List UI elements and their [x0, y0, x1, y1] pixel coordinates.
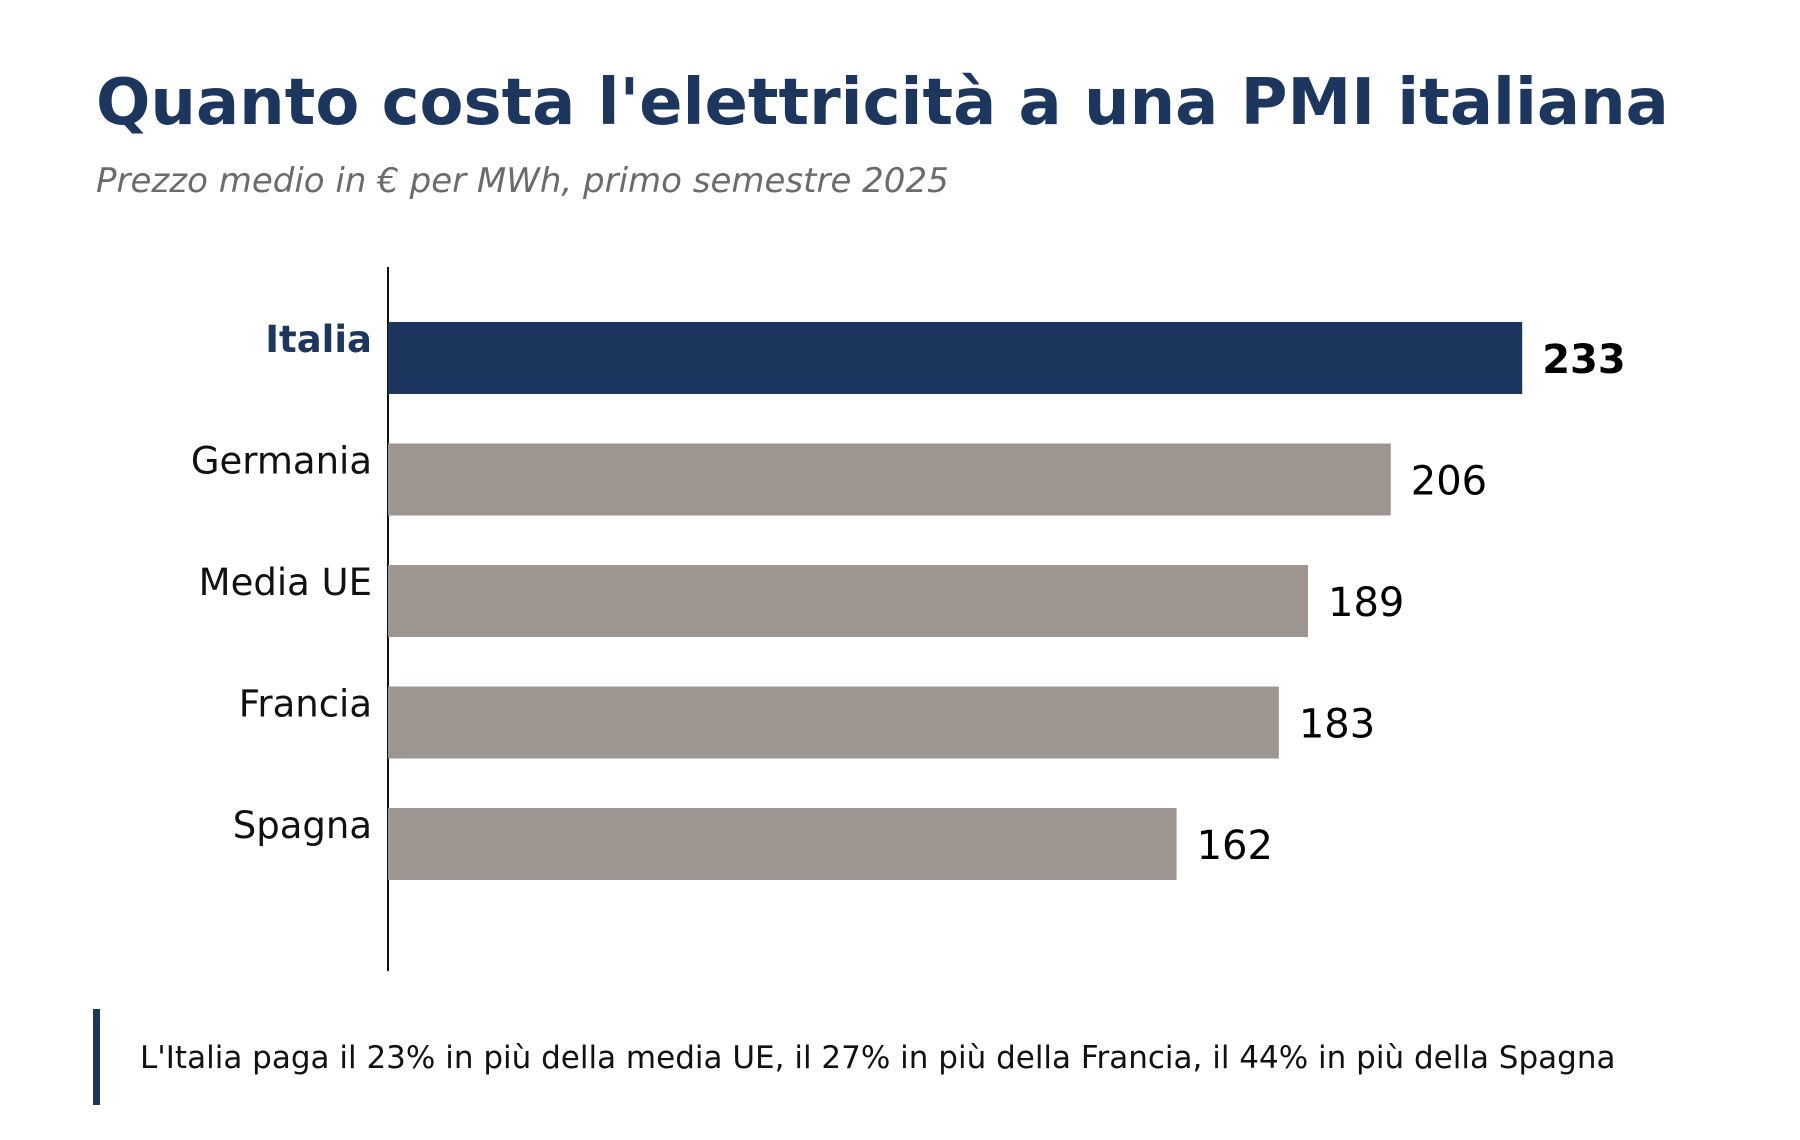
note: L'Italia paga il 23% in più della media … — [140, 1040, 1615, 1076]
value-label: 233 — [1542, 337, 1626, 383]
y-tick-label: Spagna — [233, 804, 372, 847]
bar — [388, 686, 1279, 759]
value-label: 189 — [1328, 580, 1404, 626]
note-accent — [93, 1009, 100, 1105]
value-label: 206 — [1411, 459, 1487, 505]
bar — [388, 322, 1523, 394]
value-label: 162 — [1197, 823, 1273, 869]
chart-title: Quanto costa l'elettricità a una PMI ita… — [96, 66, 1669, 140]
y-tick-label: Francia — [239, 683, 372, 726]
y-tick-label: Media UE — [199, 561, 372, 604]
value-label: 183 — [1299, 702, 1375, 748]
chart-subtitle: Prezzo medio in € per MWh, primo semestr… — [96, 161, 949, 201]
y-tick-label: Italia — [265, 318, 372, 361]
y-tick-label: Germania — [191, 440, 372, 483]
bar — [388, 808, 1177, 880]
bar — [388, 565, 1309, 637]
bar — [388, 443, 1391, 516]
